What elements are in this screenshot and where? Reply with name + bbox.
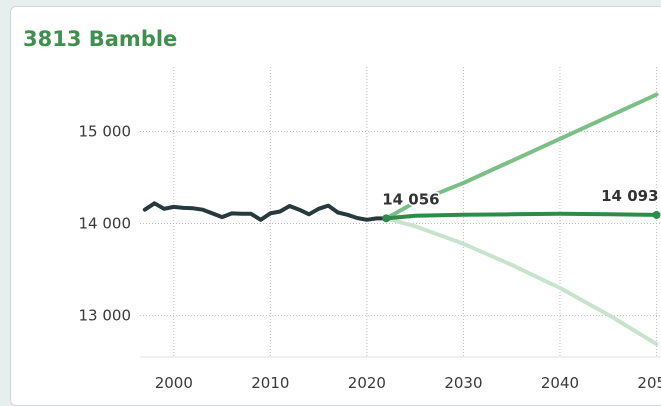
y-tick-label: 13 000 <box>79 307 132 325</box>
y-tick-label: 14 000 <box>79 215 132 233</box>
series-line-historical <box>145 203 386 220</box>
series-line-main <box>386 214 656 219</box>
x-tick-label: 2010 <box>251 374 289 392</box>
x-tick-label: 2040 <box>541 374 579 392</box>
data-point <box>382 214 390 222</box>
data-point <box>653 211 661 219</box>
data-label: 14 056 <box>382 190 439 208</box>
y-tick-label: 15 000 <box>79 122 132 140</box>
x-tick-label: 2050 <box>637 374 661 392</box>
series-lines <box>145 95 657 345</box>
series-line-low <box>386 218 656 344</box>
x-tick-label: 2020 <box>348 374 386 392</box>
population-line-chart: 2000 2010 2020 2030 2040 2050 13 000 14 000 15 0… <box>11 7 661 406</box>
x-tick-label: 2030 <box>444 374 482 392</box>
data-label: 14 093 <box>601 187 658 205</box>
labels: 2000 2010 2020 2030 2040 2050 13 000 14 000 15 0… <box>79 122 661 392</box>
x-tick-label: 2000 <box>155 374 193 392</box>
chart-card: 3813 Bamble 20002010202020302040205013 0… <box>10 6 661 406</box>
